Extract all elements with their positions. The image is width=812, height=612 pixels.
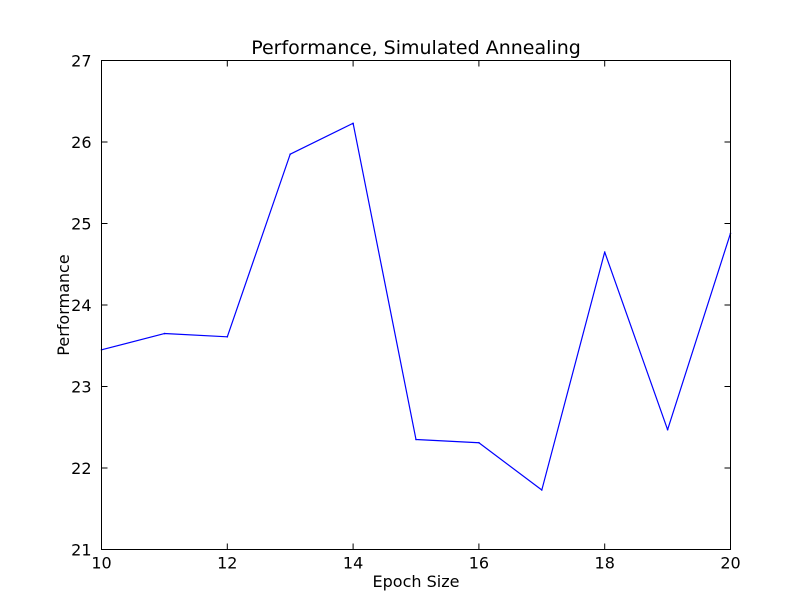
data-point (289, 153, 292, 156)
x-axis-label: Epoch Size (373, 572, 460, 591)
x-tick-label: 10 (91, 554, 111, 573)
y-tick-label: 23 (71, 378, 91, 397)
plot-area (101, 60, 731, 550)
x-tick-label: 16 (469, 554, 489, 573)
y-tick-label: 26 (71, 133, 91, 152)
y-tick-label: 21 (71, 541, 91, 560)
data-point (541, 489, 543, 491)
x-tick-label: 20 (720, 554, 740, 573)
data-point (478, 441, 480, 444)
data-point (415, 438, 417, 441)
data-point (603, 251, 606, 253)
plot-frame (101, 60, 731, 550)
data-point (226, 335, 229, 338)
x-tick-label: 14 (343, 554, 363, 573)
x-tick-label: 12 (217, 554, 237, 573)
y-tick-label: 25 (71, 215, 91, 234)
data-point (163, 332, 166, 335)
x-axis-ticks: 10 12 14 16 18 20 (91, 60, 741, 573)
chart-title: Performance, Simulated Annealing (251, 37, 581, 59)
data-point (666, 428, 669, 431)
x-tick-label: 18 (595, 554, 615, 573)
y-tick-label: 22 (71, 459, 91, 478)
y-axis-label: Performance (54, 254, 73, 355)
y-tick-label: 24 (71, 296, 91, 315)
data-point (352, 122, 354, 125)
y-tick-label: 27 (71, 52, 91, 71)
